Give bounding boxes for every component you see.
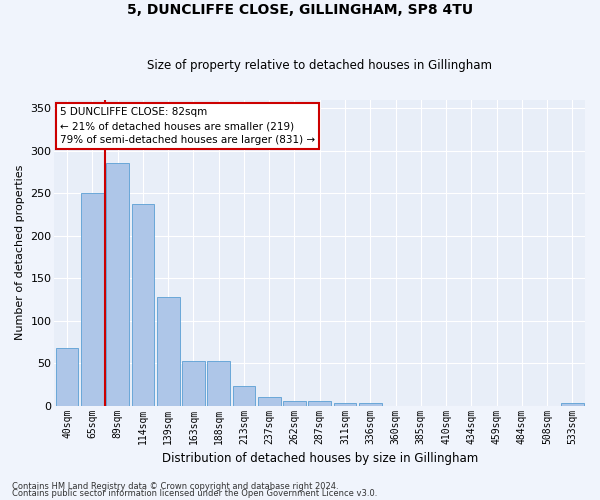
Bar: [283, 402, 306, 406]
Text: Contains public sector information licensed under the Open Government Licence v3: Contains public sector information licen…: [12, 489, 377, 498]
Bar: [157, 297, 179, 406]
Bar: [131, 204, 154, 406]
Bar: [56, 348, 79, 406]
Bar: [106, 164, 129, 406]
Text: 5, DUNCLIFFE CLOSE, GILLINGHAM, SP8 4TU: 5, DUNCLIFFE CLOSE, GILLINGHAM, SP8 4TU: [127, 2, 473, 16]
Bar: [359, 403, 382, 406]
Bar: [208, 360, 230, 406]
Text: Contains HM Land Registry data © Crown copyright and database right 2024.: Contains HM Land Registry data © Crown c…: [12, 482, 338, 491]
Bar: [308, 402, 331, 406]
X-axis label: Distribution of detached houses by size in Gillingham: Distribution of detached houses by size …: [161, 452, 478, 465]
Bar: [233, 386, 256, 406]
Text: 5 DUNCLIFFE CLOSE: 82sqm
← 21% of detached houses are smaller (219)
79% of semi-: 5 DUNCLIFFE CLOSE: 82sqm ← 21% of detach…: [60, 107, 315, 145]
Title: Size of property relative to detached houses in Gillingham: Size of property relative to detached ho…: [147, 59, 492, 72]
Y-axis label: Number of detached properties: Number of detached properties: [15, 165, 25, 340]
Bar: [561, 403, 584, 406]
Bar: [81, 193, 104, 406]
Bar: [334, 403, 356, 406]
Bar: [258, 397, 281, 406]
Bar: [182, 360, 205, 406]
